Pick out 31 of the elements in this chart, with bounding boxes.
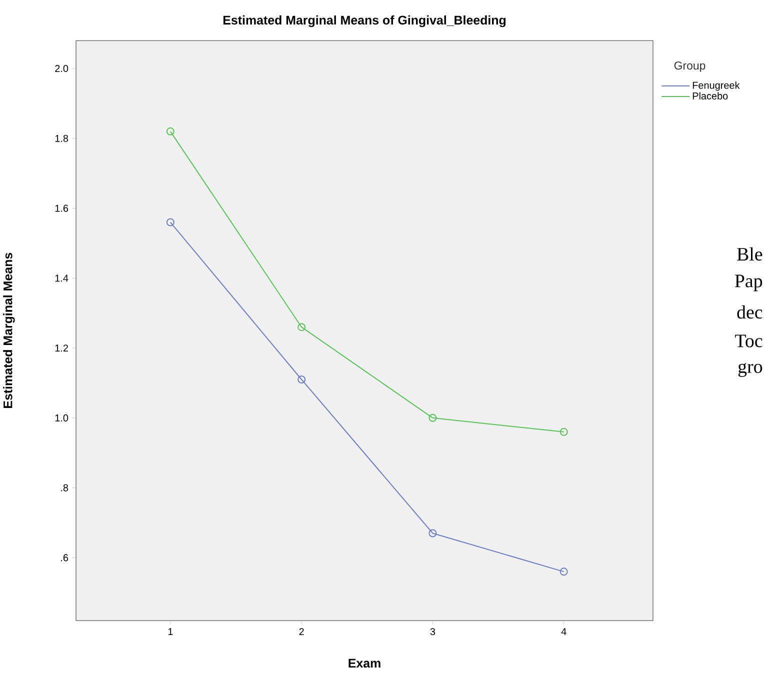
point xyxy=(166,127,174,136)
legend-label: Fenugreek xyxy=(692,81,740,91)
point xyxy=(560,568,568,576)
legend-label: Placebo xyxy=(692,92,728,100)
x-tick-label: 3 xyxy=(430,628,436,636)
text: gro xyxy=(738,363,762,377)
point xyxy=(428,529,437,538)
chart-title: Estimated Marginal Means of Gingival_Bleeding xyxy=(223,15,506,28)
x-tick-label: 2 xyxy=(299,628,304,636)
text: dec xyxy=(737,305,762,319)
text: 1.4 xyxy=(55,274,68,282)
text: Pap xyxy=(734,274,762,292)
text: 1.8 xyxy=(55,134,68,142)
y-axis-title: Estimated Marginal Means xyxy=(3,252,15,408)
point xyxy=(166,218,174,226)
x-tick-label: 1 xyxy=(168,628,173,635)
y-tick-label: .8 xyxy=(61,484,68,492)
text: Toc xyxy=(735,334,762,348)
x-axis-title: Exam xyxy=(348,658,380,668)
text: Ble xyxy=(737,247,762,261)
point xyxy=(560,428,568,436)
point xyxy=(298,323,306,332)
legend-title: Group xyxy=(674,61,706,72)
y-tick-label: .6 xyxy=(61,554,68,562)
text: 1.2 xyxy=(55,344,68,352)
text: 1.0 xyxy=(55,414,68,422)
point xyxy=(428,414,437,422)
x-tick-label: 4 xyxy=(561,628,566,635)
text: 1.6 xyxy=(55,204,68,212)
text: 2.0 xyxy=(55,65,68,72)
point xyxy=(298,376,306,384)
